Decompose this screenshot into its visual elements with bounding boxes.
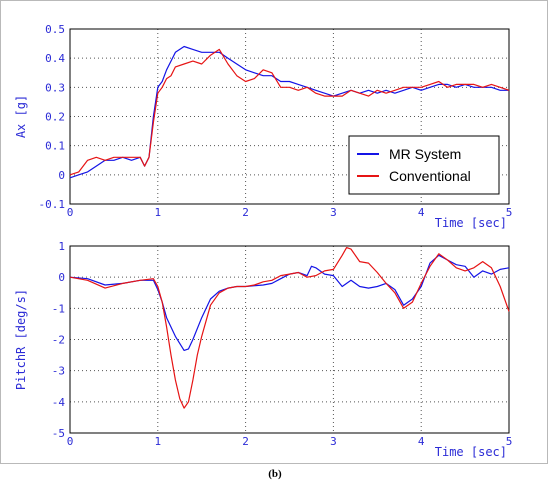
pitch-rate-series-mr-system-line [69,254,510,351]
acceleration-ytick-label: 0.1 [45,140,65,153]
acceleration-ytick-label: 0.4 [45,52,65,65]
pitch-rate-yaxis-title: PitchR [deg/s] [14,289,28,390]
pitch-rate-ytick-label: -2 [52,334,65,347]
figure-frame: 0 1 2 3 4 5 -0.1 0 0.1 0.2 0.3 0.4 0.5 Time [sec] Ax [… [0,0,548,464]
pitch-rate-xtick-label: 3 [330,435,337,448]
acceleration-xtick-label: 0 [67,206,74,219]
acceleration-yaxis-title: Ax [g] [14,95,28,138]
acceleration-ytick-label: 0.2 [45,111,65,124]
acceleration-xtick-label: 3 [330,206,337,219]
pitch-rate-ytick-label: 1 [58,240,65,253]
pitch-rate-series-conventional-line [69,247,510,409]
acceleration-xtick-label: 2 [242,206,249,219]
pitch-rate-xtick-label: 5 [506,435,513,448]
pitch-rate-xtick-label: 0 [67,435,74,448]
acceleration-legend-label-mr-system: MR System [389,146,461,162]
pitch-rate-xtick-label: 1 [154,435,161,448]
acceleration-xtick-label: 4 [418,206,425,219]
acceleration-xtick-label: 1 [154,206,161,219]
acceleration-legend-box [348,135,500,195]
acceleration-xtick-label: 5 [506,206,513,219]
acceleration-series-conventional-line [69,48,510,176]
pitch-rate-ytick-label: -1 [52,302,65,315]
pitch-rate-plot-frame [69,245,510,434]
pitch-rate-ytick-label: -3 [52,365,65,378]
acceleration-ytick-label: 0 [58,169,65,182]
acceleration-ytick-label: 0.5 [45,23,65,36]
acceleration-ytick-label: -0.1 [39,198,66,211]
pitch-rate-xtick-label: 2 [242,435,249,448]
pitch-rate-xtick-label: 4 [418,435,425,448]
pitch-rate-ytick-label: 0 [58,271,65,284]
figure-caption: (b) [268,468,282,480]
acceleration-ytick-label: 0.3 [45,81,65,94]
acceleration-plot-frame [69,28,510,205]
pitch-rate-xaxis-title: Time [sec] [435,445,507,459]
acceleration-xaxis-title: Time [sec] [435,216,507,230]
acceleration-legend-label-conventional: Conventional [389,168,471,184]
pitch-rate-ytick-label: -5 [52,427,65,440]
pitch-rate-ytick-label: -4 [52,396,66,409]
